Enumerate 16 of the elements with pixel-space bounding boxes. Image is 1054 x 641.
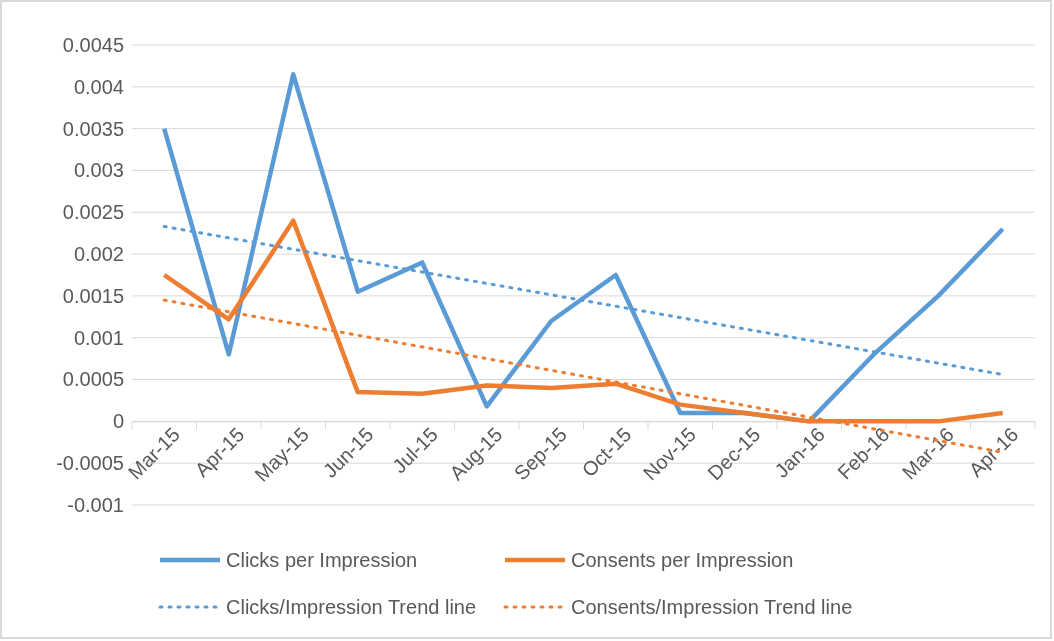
y-tick-label: 0.003 (73, 159, 124, 182)
y-tick-label: 0.0005 (62, 368, 124, 391)
legend-label: Consents per Impression (571, 549, 794, 571)
legend-label: Clicks/Impression Trend line (226, 596, 477, 618)
y-tick-label: -0.0005 (56, 452, 124, 475)
y-tick-label: 0.004 (73, 75, 124, 98)
y-tick-label: 0.0025 (62, 201, 124, 224)
y-tick-label: 0.0045 (62, 33, 124, 56)
y-tick-label: 0 (112, 410, 124, 433)
legend-label: Consents/Impression Trend line (571, 596, 853, 618)
y-tick-label: -0.001 (67, 493, 124, 516)
legend-label: Clicks per Impression (226, 549, 418, 571)
y-tick-label: 0.0015 (62, 284, 124, 307)
y-tick-label: 0.001 (73, 326, 124, 349)
y-tick-label: 0.002 (73, 242, 124, 265)
y-tick-label: 0.0035 (62, 117, 124, 140)
